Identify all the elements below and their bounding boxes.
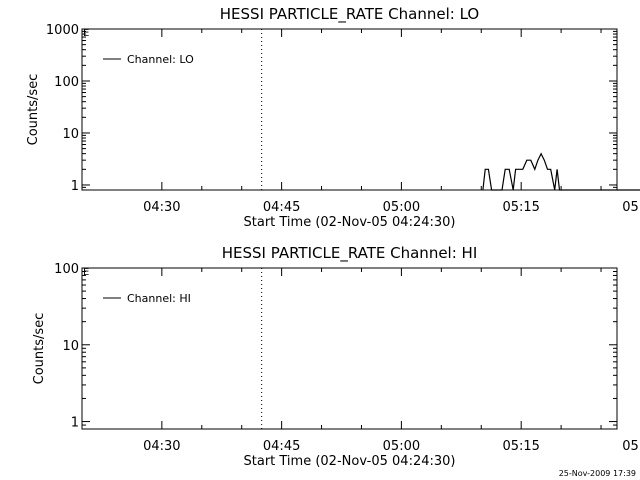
y-axis-label: Counts/sec [26,74,41,146]
x-tick-label: 04:45 [263,439,300,454]
x-tick-label: 04:30 [143,439,180,454]
x-tick-label: 04:45 [263,200,300,215]
x-axis-label: Start Time (02-Nov-05 04:24:30) [244,454,456,469]
corner-marker-label: E [83,267,89,278]
y-tick-label: 1 [71,416,79,431]
timestamp-label: 25-Nov-2009 17:39 [559,469,636,478]
y-tick-label: 10 [62,127,79,142]
plot-frame [81,28,618,191]
y-tick-label: 100 [54,75,79,90]
y-tick-label: 10 [62,339,79,354]
y-axis-label: Counts/sec [32,313,47,385]
y-tick-label: 100 [54,262,79,277]
legend-label: Channel: HI [127,292,191,305]
corner-marker-label: E [83,28,89,39]
x-tick-label: 04:30 [143,200,180,215]
chart-title: HESSI PARTICLE_RATE Channel: LO [220,5,479,24]
chart-panel-1: HESSI PARTICLE_RATE Channel: LO 04:30 04:4… [26,5,640,230]
x-tick-label: 05:15 [502,200,539,215]
x-tick-label: 05:30 [622,439,640,454]
x-tick-label: 05:30 [622,200,640,215]
series-line [482,152,640,191]
x-tick-label: 05:00 [383,200,420,215]
x-tick-label: 05:00 [383,439,420,454]
x-tick-label: 05:15 [502,439,539,454]
y-tick-label: 1000 [46,23,79,38]
x-axis-label: Start Time (02-Nov-05 04:24:30) [244,215,456,230]
y-tick-label: 1 [71,179,79,194]
chart-panel-2: HESSI PARTICLE_RATE Channel: HI 04:30 04:4… [32,244,640,469]
chart-title: HESSI PARTICLE_RATE Channel: HI [222,244,478,263]
legend-label: Channel: LO [127,53,194,66]
